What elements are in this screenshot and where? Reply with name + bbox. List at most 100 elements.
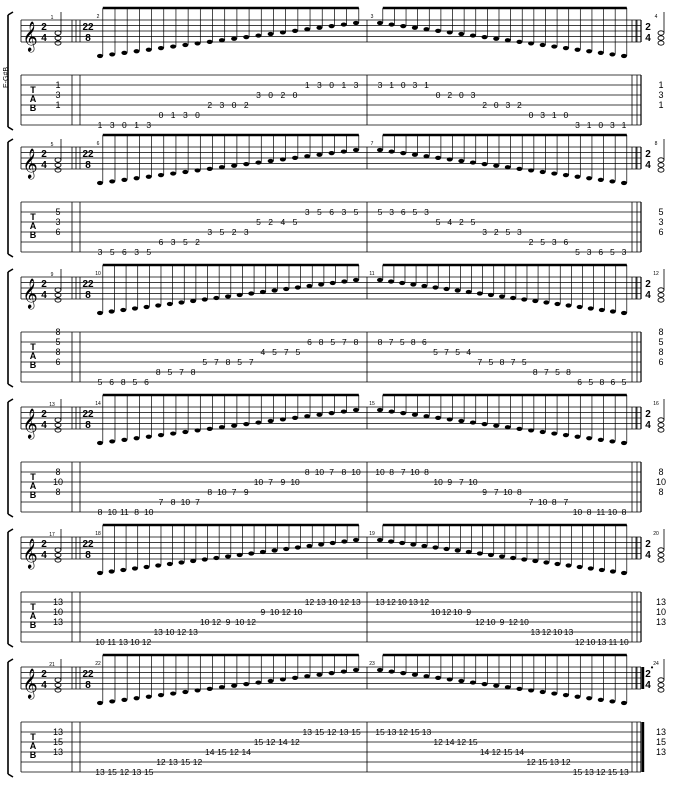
tab-fret-number: 3	[183, 110, 188, 120]
tab-fret-number: 13	[409, 597, 419, 607]
tab-fret-number: 10	[130, 637, 140, 647]
tab-fret-number: 5	[133, 377, 138, 387]
tab-fret-number: 13	[95, 767, 105, 777]
tab-fret-number: 2	[232, 227, 237, 237]
tab-chord-fret: 13	[53, 617, 63, 627]
scale-note	[318, 282, 325, 287]
scale-note	[516, 166, 523, 171]
scale-note	[259, 549, 266, 555]
tab-fret-number: 3	[305, 207, 310, 217]
scale-note	[170, 691, 177, 696]
tab-fret-number: 12	[457, 737, 467, 747]
scale-note	[521, 557, 528, 562]
scale-note	[621, 570, 627, 576]
tab-chord-fret: 6	[658, 227, 663, 237]
scale-note	[121, 437, 128, 442]
scale-note	[170, 44, 177, 49]
scale-note	[218, 38, 225, 43]
scale-note	[554, 561, 561, 567]
scale-note	[481, 35, 488, 40]
tab-fret-number: 10	[397, 597, 407, 607]
measure-number: 12	[653, 271, 659, 277]
tab-fret-number: 13	[619, 767, 629, 777]
treble-clef-icon: 𝄞	[22, 668, 37, 700]
tab-fret-number: 14	[205, 747, 215, 757]
chord-note	[54, 40, 62, 46]
tab-fret-number: 7	[342, 337, 347, 347]
tab-fret-number: 14	[242, 747, 252, 757]
scale-note	[446, 30, 453, 35]
scale-note	[279, 677, 286, 682]
tab-fret-number: 13	[351, 597, 361, 607]
tab-chord-fret: 8	[658, 347, 663, 357]
scale-note	[328, 24, 335, 29]
scale-note	[108, 569, 115, 574]
tab-fret-number: 10	[431, 607, 441, 617]
tab-fret-number: 7	[232, 487, 237, 497]
tab-fret-number: 8	[411, 337, 416, 347]
tab-fret-number: 15	[573, 767, 583, 777]
scale-note	[97, 310, 103, 316]
scale-note	[194, 41, 201, 46]
scale-note	[587, 566, 594, 571]
scale-note	[499, 294, 505, 299]
tab-fret-number: 10	[410, 467, 420, 477]
scale-note	[423, 414, 430, 419]
bracket-bottom-hook	[7, 643, 14, 648]
scale-note	[267, 31, 274, 37]
time-signature-bottom: 4	[41, 680, 47, 691]
scale-note	[504, 165, 511, 170]
tab-fret-number: 0	[293, 90, 298, 100]
tab-clef-letter: A	[30, 94, 37, 104]
scale-note	[597, 177, 604, 182]
scale-note	[316, 412, 323, 417]
scale-note	[121, 50, 128, 55]
tab-fret-number: 7	[494, 487, 499, 497]
tab-fret-number: 6	[598, 247, 603, 257]
time-signature-bottom: 4	[41, 550, 47, 561]
scale-note	[304, 674, 311, 679]
scale-note	[178, 300, 185, 305]
scale-note	[304, 27, 311, 32]
tab-fret-number: 7	[544, 367, 549, 377]
measure-number: 9	[51, 272, 54, 278]
measure-number: 7	[371, 141, 374, 147]
scale-note	[267, 158, 274, 164]
scale-note	[586, 49, 593, 54]
measure-number: 11	[369, 271, 374, 277]
chord-note	[657, 417, 665, 423]
scale-note	[225, 554, 231, 559]
tab-fret-number: 3	[622, 247, 627, 257]
tab-fret-number: 9	[500, 617, 505, 627]
scale-note	[543, 560, 550, 565]
tab-fret-number: 6	[122, 247, 127, 257]
scale-note	[279, 157, 286, 162]
tab-fret-number: 12	[247, 617, 257, 627]
chord-note	[54, 687, 62, 693]
scale-note	[621, 53, 627, 59]
tab-fret-number: 3	[482, 227, 487, 237]
scale-note	[435, 155, 442, 160]
end-mark-icon: •	[651, 663, 654, 672]
scale-note	[476, 291, 483, 296]
scale-note	[97, 440, 103, 446]
tab-fret-number: 6	[577, 377, 582, 387]
tab-fret-number: 0	[459, 90, 464, 100]
time-signature-top: 22	[82, 409, 94, 420]
tab-fret-number: 12	[266, 737, 276, 747]
scale-note	[528, 688, 535, 693]
scale-note	[609, 439, 616, 444]
time-signature-bottom: 8	[85, 420, 91, 431]
scale-note	[166, 301, 173, 307]
tab-fret-number: 9	[447, 477, 452, 487]
tab-clef-letter: A	[30, 481, 37, 491]
tab-fret-number: 15	[217, 747, 227, 757]
tab-fret-number: 2	[529, 237, 534, 247]
tab-fret-number: 0	[232, 100, 237, 110]
tab-fret-number: 3	[354, 80, 359, 90]
scale-note	[109, 179, 116, 184]
tab-chord-fret: 3	[658, 217, 663, 227]
tab-fret-number: 15	[254, 737, 264, 747]
chord-note	[54, 427, 62, 433]
